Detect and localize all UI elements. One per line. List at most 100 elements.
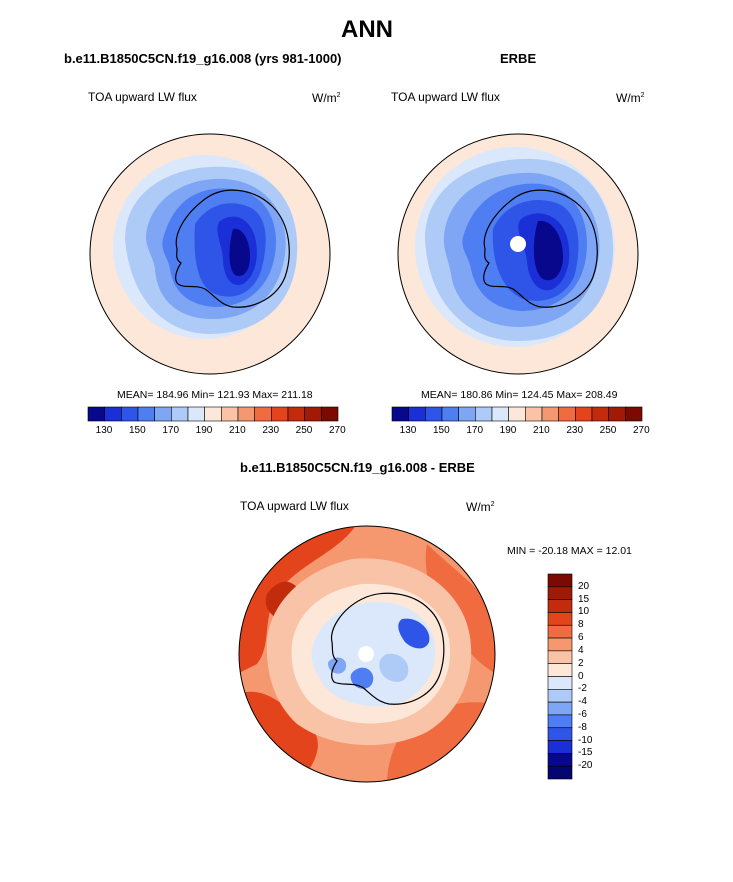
panel-2-colorbar-box bbox=[508, 406, 526, 422]
panel-2-colorbar-box bbox=[541, 406, 559, 422]
panel-3-cool-patch-b bbox=[350, 667, 374, 689]
panel-2-map-border bbox=[397, 133, 639, 375]
panel-1-colorbar-tick-label: 250 bbox=[295, 425, 313, 436]
panel-1-band-120 bbox=[229, 228, 250, 277]
panel-3-colorbar bbox=[547, 573, 573, 780]
panel-2-polar-map bbox=[397, 133, 639, 375]
panel-3-colorbar-label: 10 bbox=[578, 606, 590, 618]
panel-1-variable-label: TOA upward LW flux bbox=[88, 90, 197, 104]
panel-1-colorbar-box bbox=[204, 406, 222, 422]
panel-3-warm-patch-d bbox=[425, 544, 495, 674]
panel-3-colorbar-label: 20 bbox=[578, 580, 590, 592]
panel-3-colorbar-box bbox=[547, 727, 573, 741]
panel-3-colorbar-box bbox=[547, 765, 573, 780]
panel-2-colorbar-tick-label: 190 bbox=[499, 425, 517, 436]
panel-1-colorbar-box bbox=[104, 406, 122, 422]
panel-1-stats: MEAN= 184.96 Min= 121.93 Max= 211.18 bbox=[117, 389, 313, 401]
panel-1-colorbar-box bbox=[304, 406, 322, 422]
panel-3-coastline bbox=[331, 592, 445, 705]
panel-2-pole-hole bbox=[510, 236, 526, 252]
panel-1-colorbar-tick-label: 130 bbox=[95, 425, 113, 436]
panel-2-colorbar-tick-label: 270 bbox=[633, 425, 650, 436]
panel-1-colorbar-box bbox=[271, 406, 289, 422]
panel-2-colorbar-ticks: 130 150 170 190 210 230 250 270 bbox=[392, 425, 650, 439]
panel-3-colorbar-label: 4 bbox=[578, 644, 584, 656]
panel-1-colorbar-tick-label: 150 bbox=[129, 425, 146, 436]
panel-3-colorbar-box bbox=[547, 701, 573, 716]
panel-2-title: ERBE bbox=[500, 51, 537, 66]
panel-3-colorbar-box bbox=[547, 714, 573, 729]
panel-2-colorbar bbox=[391, 406, 643, 422]
panel-2-coastline bbox=[483, 189, 598, 308]
panel-2-units: W/m2 bbox=[616, 91, 645, 105]
panel-2-colorbar-tick-label: 130 bbox=[399, 425, 417, 436]
panel-3-colorbar-box bbox=[547, 637, 573, 652]
panel-2-colorbar-tick-label: 230 bbox=[566, 425, 584, 436]
panel-1-colorbar-box bbox=[321, 406, 339, 422]
panel-1-colorbar-box bbox=[237, 406, 255, 422]
panel-3-colorbar-label: 6 bbox=[578, 632, 584, 644]
panel-3-colorbar-label: 8 bbox=[578, 619, 584, 631]
panel-3-units: W/m2 bbox=[466, 500, 495, 514]
panel-2-stats: MEAN= 180.86 Min= 124.45 Max= 208.49 bbox=[421, 389, 618, 401]
panel-3-colorbar-label: -10 bbox=[578, 734, 593, 746]
panel-1-colorbar-box bbox=[121, 406, 139, 422]
panel-3-colorbar-box bbox=[547, 676, 573, 690]
panel-1-units: W/m2 bbox=[312, 91, 341, 105]
page-title: ANN bbox=[341, 16, 393, 43]
panel-3-colorbar-label: -15 bbox=[578, 747, 593, 759]
panel-3-pole-hole bbox=[358, 646, 374, 662]
panel-3-colorbar-box bbox=[547, 689, 573, 703]
panel-3-colorbar-label: 0 bbox=[578, 670, 584, 682]
panel-1-colorbar-tick-label: 270 bbox=[329, 425, 346, 436]
panel-2-colorbar-box bbox=[425, 406, 443, 422]
panel-1-colorbar-tick-label: 230 bbox=[262, 425, 280, 436]
panel-1-colorbar-box bbox=[87, 406, 105, 422]
panel-3-colorbar-box bbox=[547, 586, 573, 600]
panel-2-colorbar-tick-label: 250 bbox=[599, 425, 617, 436]
panel-2-colorbar-box bbox=[458, 406, 476, 422]
panel-2-colorbar-box bbox=[591, 406, 609, 422]
panel-2-colorbar-tick-label: 170 bbox=[466, 425, 484, 436]
panel-3-colorbar-box bbox=[547, 650, 573, 664]
panel-1-colorbar-box bbox=[187, 406, 205, 422]
panel-3-cool-patch-c bbox=[379, 653, 409, 682]
panel-3-stats: MIN = -20.18 MAX = 12.01 bbox=[507, 545, 632, 557]
panel-3-polar-map bbox=[238, 525, 496, 783]
panel-1-colorbar-tick-label: 170 bbox=[162, 425, 180, 436]
panel-2-band-120 bbox=[533, 220, 563, 281]
panel-3-colorbar-labels: 20 15 10 8 6 4 2 0 -2 -4 -6 -8 -10 -15 -20 bbox=[578, 574, 618, 779]
panel-2-colorbar-box bbox=[441, 406, 459, 422]
panel-3-colorbar-box bbox=[547, 573, 573, 588]
panel-2-variable-label: TOA upward LW flux bbox=[391, 90, 500, 104]
panel-2-colorbar-box bbox=[475, 406, 493, 422]
panel-2-colorbar-tick-label: 150 bbox=[433, 425, 450, 436]
panel-3-colorbar-box bbox=[547, 612, 573, 626]
panel-1-colorbar-tick-label: 210 bbox=[229, 425, 246, 436]
panel-2-colorbar-box bbox=[608, 406, 626, 422]
panel-1-polar-map bbox=[89, 133, 331, 375]
panel-1-title: b.e11.B1850C5CN.f19_g16.008 (yrs 981-100… bbox=[64, 51, 342, 66]
panel-3-colorbar-box bbox=[547, 624, 573, 639]
panel-2-colorbar-box bbox=[575, 406, 593, 422]
panel-1-colorbar bbox=[87, 406, 339, 422]
panel-1-colorbar-box bbox=[171, 406, 189, 422]
panel-1-colorbar-tick-label: 190 bbox=[195, 425, 213, 436]
panel-1-colorbar-ticks: 130 150 170 190 210 230 250 270 bbox=[88, 425, 346, 439]
panel-3-title: b.e11.B1850C5CN.f19_g16.008 - ERBE bbox=[240, 460, 475, 475]
panel-1-colorbar-box bbox=[221, 406, 239, 422]
panel-2-colorbar-box bbox=[625, 406, 643, 422]
panel-2-colorbar-tick-label: 210 bbox=[533, 425, 550, 436]
panel-3-colorbar-box bbox=[547, 740, 573, 754]
panel-3-colorbar-label: 2 bbox=[578, 657, 584, 669]
panel-1-colorbar-box bbox=[287, 406, 305, 422]
panel-3-colorbar-box bbox=[547, 599, 573, 613]
panel-2-colorbar-box bbox=[525, 406, 543, 422]
panel-2-colorbar-box bbox=[491, 406, 509, 422]
panel-3-colorbar-box bbox=[547, 663, 573, 677]
panel-1-colorbar-box bbox=[154, 406, 172, 422]
panel-1-map-border bbox=[89, 133, 331, 375]
panel-2-colorbar-box bbox=[408, 406, 426, 422]
panel-3-variable-label: TOA upward LW flux bbox=[240, 499, 349, 513]
panel-3-colorbar-label: -2 bbox=[578, 683, 587, 695]
